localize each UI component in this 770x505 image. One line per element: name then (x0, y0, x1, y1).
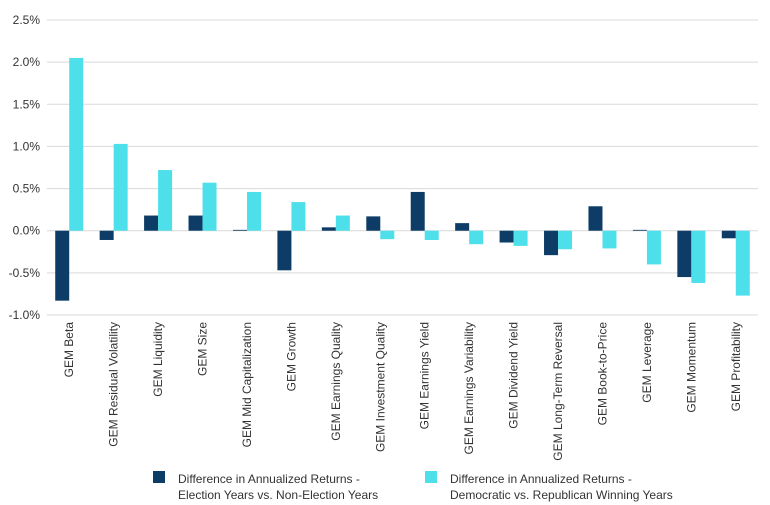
x-tick-label: GEM Leverage (640, 322, 654, 403)
bar-series-2-6 (291, 202, 306, 231)
legend-label-2: Democratic vs. Republican Winning Years (450, 488, 673, 502)
bar-series-2-3 (158, 170, 173, 231)
bar-series-2-2 (113, 143, 128, 231)
legend-label-2: Difference in Annualized Returns - (450, 472, 632, 486)
x-axis-tick-labels: GEM Beta GEM Residual Volatility GEM Liqui… (62, 322, 743, 461)
y-axis-tick-labels: 2.5% 2.0% 1.5% 1.0% 0.5% 0.0% -0.5% -1.0% (9, 13, 41, 322)
bars (55, 57, 750, 301)
bar-series-2-11 (513, 230, 528, 246)
bar-series-2-5 (246, 191, 261, 231)
bar-series-1-5 (232, 229, 247, 231)
x-tick-label: GEM Profitability (729, 322, 743, 411)
bar-series-1-2 (99, 230, 114, 240)
bar-series-1-3 (144, 215, 159, 231)
x-tick-label: GEM Beta (62, 322, 76, 378)
x-tick-label: GEM Long-Term Reversal (551, 322, 565, 461)
legend-label-1: Election Years vs. Non-Election Years (178, 488, 378, 502)
y-tick-label: 1.0% (13, 139, 41, 153)
bar-series-2-4 (202, 182, 217, 231)
y-tick-label: -1.0% (9, 308, 41, 322)
legend: Difference in Annualized Returns - Electi… (153, 471, 673, 502)
bar-series-1-10 (455, 223, 470, 231)
y-tick-label: 2.0% (13, 55, 41, 69)
bar-series-1-4 (188, 215, 203, 231)
bar-series-1-11 (499, 230, 514, 243)
gridlines (47, 19, 758, 316)
legend-swatch-2 (425, 471, 437, 483)
bar-series-1-13 (588, 206, 603, 231)
bar-series-1-15 (677, 230, 692, 278)
x-tick-label: GEM Residual Volatility (107, 322, 121, 447)
y-tick-label: 0.5% (13, 182, 41, 196)
bar-series-1-12 (544, 230, 559, 256)
bar-series-2-12 (558, 230, 573, 250)
bar-series-1-1 (55, 230, 70, 301)
bar-series-2-7 (335, 215, 350, 231)
x-tick-label: GEM Size (196, 322, 210, 376)
bar-series-2-16 (735, 230, 750, 296)
legend-label-1: Difference in Annualized Returns - (178, 472, 360, 486)
bar-series-1-8 (366, 216, 381, 231)
y-tick-label: 2.5% (13, 13, 41, 27)
bar-series-2-10 (469, 230, 484, 245)
x-tick-label: GEM Earnings Variability (462, 322, 476, 455)
bar-series-2-8 (380, 230, 395, 240)
y-tick-label: -0.5% (9, 266, 41, 280)
x-tick-label: GEM Earnings Yield (418, 322, 432, 429)
bar-series-1-7 (321, 227, 336, 231)
bar-series-2-14 (646, 230, 661, 265)
x-tick-label: GEM Earnings Quality (329, 322, 343, 441)
bar-series-1-6 (277, 230, 292, 271)
bar-series-2-13 (602, 230, 617, 249)
bar-series-1-14 (632, 229, 647, 231)
bar-series-2-9 (424, 230, 439, 240)
bar-series-2-15 (691, 230, 706, 283)
x-tick-label: GEM Dividend Yield (507, 322, 521, 429)
bar-series-1-9 (410, 191, 425, 231)
x-tick-label: GEM Investment Quality (373, 322, 387, 452)
x-tick-label: GEM Liquidity (151, 322, 165, 397)
x-tick-label: GEM Book-to-Price (595, 322, 609, 426)
legend-swatch-1 (153, 471, 165, 483)
y-tick-label: 0.0% (13, 224, 41, 238)
x-tick-label: GEM Momentum (684, 322, 698, 413)
bar-series-1-16 (721, 230, 736, 239)
bar-series-2-1 (69, 57, 84, 231)
y-tick-label: 1.5% (13, 97, 41, 111)
x-tick-label: GEM Mid Capitalization (240, 322, 254, 447)
x-tick-label: GEM Growth (284, 322, 298, 391)
